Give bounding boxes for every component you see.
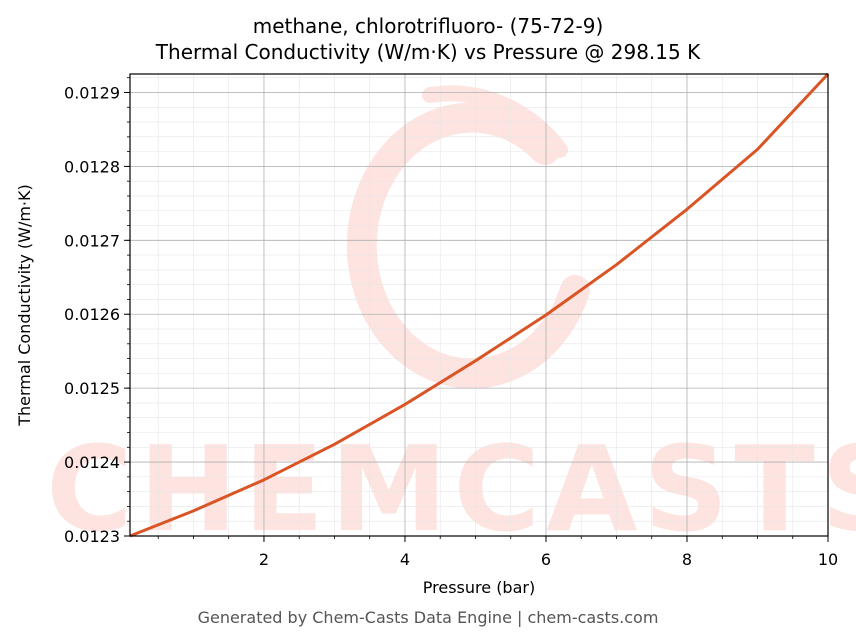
chart-title: methane, chlorotrifluoro- (75-72-9) <box>252 14 604 38</box>
x-tick-label: 2 <box>259 550 269 569</box>
series-line-0 <box>129 72 830 538</box>
y-tick-label: 0.0129 <box>64 83 120 102</box>
x-tick-label: 8 <box>682 550 692 569</box>
x-tick-labels: 2 4 6 8 10 <box>259 550 838 569</box>
plot-frame <box>129 73 829 537</box>
watermark-text: CHEMCASTS <box>46 420 856 558</box>
x-axis-label: Pressure (bar) <box>423 578 535 597</box>
y-tick-label: 0.0128 <box>64 157 120 176</box>
y-tick-labels: 0.0123 0.0124 0.0125 0.0126 0.0127 0.0128 0.01… <box>64 83 120 546</box>
watermark-ring <box>346 102 590 389</box>
axis-ticks <box>124 77 829 542</box>
y-tick-label: 0.0125 <box>64 379 120 398</box>
chart-subtitle: Thermal Conductivity (W/m·K) vs Pressure… <box>155 40 701 64</box>
x-tick-label: 6 <box>541 550 551 569</box>
x-tick-label: 4 <box>400 550 410 569</box>
series-layer <box>129 72 830 538</box>
watermark-arc <box>422 85 568 158</box>
y-tick-label: 0.0123 <box>64 527 120 546</box>
watermark: CHEMCASTS <box>46 85 856 558</box>
footer-credit: Generated by Chem-Casts Data Engine | ch… <box>197 608 659 627</box>
y-axis-label: Thermal Conductivity (W/m·K) <box>15 184 34 427</box>
y-tick-label: 0.0126 <box>64 305 120 324</box>
x-tick-label: 10 <box>818 550 838 569</box>
y-tick-label: 0.0127 <box>64 231 120 250</box>
y-tick-label: 0.0124 <box>64 453 120 472</box>
